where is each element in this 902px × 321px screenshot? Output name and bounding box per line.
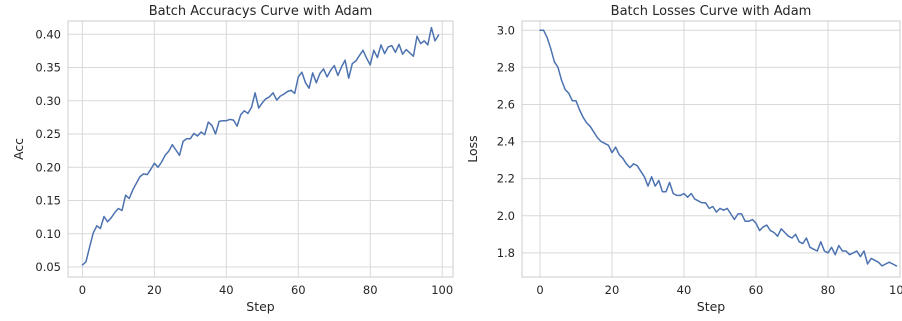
loss-y-tick-label: 2.6 — [497, 97, 515, 111]
acc-y-tick-label: 0.15 — [35, 194, 61, 208]
acc-x-axis-label: Step — [246, 299, 275, 314]
loss-series-line — [539, 29, 898, 267]
acc-x-tick-label: 0 — [79, 283, 86, 297]
loss-x-tick-label: 40 — [677, 283, 692, 297]
loss-y-tick-label: 2.2 — [497, 172, 515, 186]
acc-x-tick-label: 60 — [291, 283, 306, 297]
loss-y-tick-label: 1.8 — [497, 246, 515, 260]
loss-y-axis-label: Loss — [465, 135, 480, 162]
acc-y-tick-label: 0.10 — [35, 227, 61, 241]
acc-y-tick-label: 0.05 — [35, 260, 61, 274]
acc-chart-title: Batch Accuracys Curve with Adam — [149, 4, 373, 19]
acc-y-tick-label: 0.25 — [35, 127, 61, 141]
loss-plot-frame — [521, 20, 901, 278]
loss-y-tick-label: 2.8 — [497, 60, 515, 74]
acc-x-tick-label: 80 — [363, 283, 378, 297]
loss-x-tick-label: 100 — [889, 283, 902, 297]
loss-x-tick-label: 60 — [749, 283, 764, 297]
loss-chart-title: Batch Losses Curve with Adam — [611, 4, 812, 19]
acc-chart: 0 20 40 60 80 100 0.05 0.10 0.15 0.20 0.25 0.30 0.35… — [11, 4, 454, 314]
loss-x-axis-label: Step — [697, 299, 726, 314]
acc-y-tick-label: 0.30 — [35, 94, 61, 108]
acc-y-tick-label: 0.20 — [35, 160, 61, 174]
loss-x-tick-label: 20 — [605, 283, 620, 297]
acc-plot-frame — [67, 20, 454, 278]
loss-x-tick-label: 80 — [821, 283, 836, 297]
acc-x-tick-label: 100 — [431, 283, 453, 297]
loss-x-tick-label: 0 — [536, 283, 543, 297]
acc-x-tick-label: 40 — [219, 283, 234, 297]
acc-series-line — [81, 26, 440, 266]
loss-chart: 0 20 40 60 80 100 1.8 2.0 2.2 2.4 2.6 2.8 3.0 Batch L… — [465, 4, 902, 314]
loss-y-tick-label: 2.4 — [497, 135, 515, 149]
acc-y-tick-label: 0.35 — [35, 61, 61, 75]
acc-x-tick-label: 20 — [147, 283, 162, 297]
acc-y-axis-label: Acc — [11, 138, 26, 160]
loss-y-tick-label: 3.0 — [497, 23, 515, 37]
loss-y-tick-label: 2.0 — [497, 209, 515, 223]
acc-y-tick-label: 0.40 — [35, 27, 61, 41]
